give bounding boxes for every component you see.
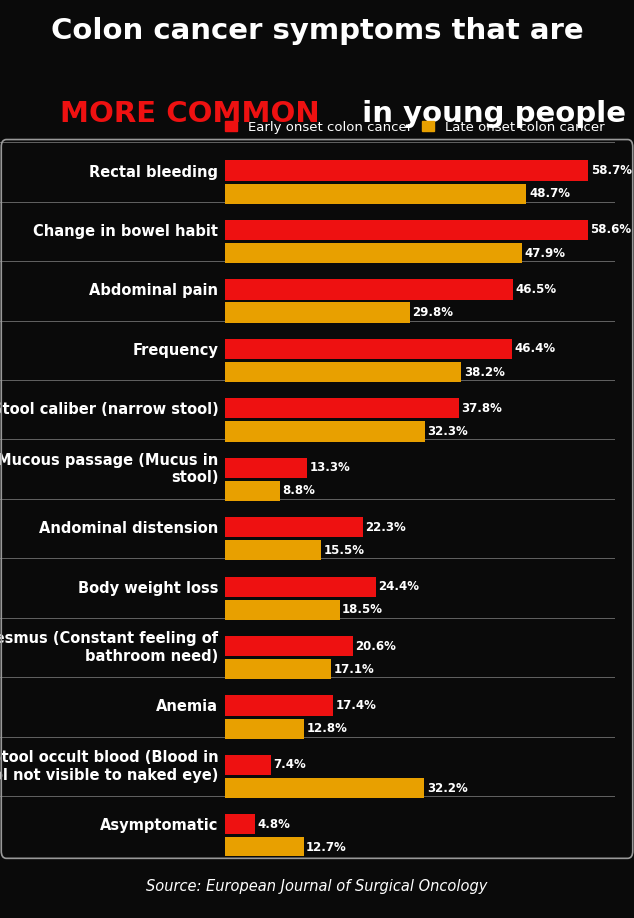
Bar (225, 362, 462, 382)
Text: in young people: in young people (352, 100, 626, 128)
Text: Stool caliber (narrow stool): Stool caliber (narrow stool) (0, 402, 218, 418)
Bar (225, 339, 512, 359)
Text: 12.8%: 12.8% (307, 722, 347, 735)
Text: 58.6%: 58.6% (590, 223, 631, 237)
Text: MORE COMMON: MORE COMMON (60, 100, 320, 128)
Text: 46.5%: 46.5% (515, 283, 557, 296)
Text: 20.6%: 20.6% (355, 640, 396, 653)
Text: 47.9%: 47.9% (524, 247, 565, 260)
Bar (225, 814, 255, 834)
Bar (225, 837, 304, 857)
Text: 22.3%: 22.3% (366, 521, 406, 533)
Text: Colon cancer symptoms that are: Colon cancer symptoms that are (51, 17, 583, 45)
Text: 48.7%: 48.7% (529, 187, 570, 200)
Text: Body weight loss: Body weight loss (78, 580, 218, 596)
Bar (225, 599, 340, 620)
Bar (225, 719, 304, 739)
Text: 29.8%: 29.8% (412, 306, 453, 319)
Bar (225, 695, 333, 716)
Text: 37.8%: 37.8% (462, 402, 502, 415)
Text: 17.1%: 17.1% (333, 663, 374, 676)
Bar (225, 577, 376, 597)
Bar (225, 481, 280, 501)
Bar (225, 161, 588, 181)
Text: Frequency: Frequency (133, 342, 218, 358)
Text: Abdominal pain: Abdominal pain (89, 284, 218, 298)
Bar (225, 184, 526, 204)
Bar (225, 636, 353, 656)
Bar (225, 303, 410, 323)
Text: 13.3%: 13.3% (310, 461, 351, 475)
Bar (225, 755, 271, 775)
Text: 32.3%: 32.3% (427, 425, 468, 438)
Text: Anemia: Anemia (157, 700, 218, 714)
Text: Source: European Journal of Surgical Oncology: Source: European Journal of Surgical Onc… (146, 879, 488, 894)
Bar (225, 279, 513, 299)
Bar (225, 457, 307, 478)
Text: 18.5%: 18.5% (342, 603, 383, 616)
Text: Tenesmus (Constant feeling of
bathroom need): Tenesmus (Constant feeling of bathroom n… (0, 632, 218, 664)
Text: Asymptomatic: Asymptomatic (100, 818, 218, 834)
Text: Change in bowel habit: Change in bowel habit (34, 224, 218, 239)
Text: 7.4%: 7.4% (273, 758, 306, 771)
Bar (225, 398, 459, 419)
Text: 58.7%: 58.7% (591, 164, 632, 177)
Text: 38.2%: 38.2% (464, 365, 505, 378)
Text: Mucous passage (Mucus in
stool): Mucous passage (Mucus in stool) (0, 453, 218, 486)
Bar (225, 243, 522, 263)
Text: MORE COMMON in young people: MORE COMMON in young people (50, 100, 584, 128)
Text: 4.8%: 4.8% (257, 818, 290, 831)
Legend: Early onset colon cancer, Late onset colon cancer: Early onset colon cancer, Late onset col… (221, 117, 609, 138)
Bar (225, 219, 588, 241)
Text: 12.7%: 12.7% (306, 841, 347, 854)
Text: 46.4%: 46.4% (515, 342, 556, 355)
Bar (225, 541, 321, 561)
Text: 32.2%: 32.2% (427, 781, 468, 795)
Bar (225, 659, 331, 679)
Bar (225, 421, 425, 442)
Bar (225, 517, 363, 537)
Text: 24.4%: 24.4% (378, 580, 420, 593)
Text: 17.4%: 17.4% (335, 699, 376, 712)
Text: Stool occult blood (Blood in
stool not visible to naked eye): Stool occult blood (Blood in stool not v… (0, 750, 218, 783)
Bar (225, 778, 424, 799)
Text: Rectal bleeding: Rectal bleeding (89, 164, 218, 180)
Text: 15.5%: 15.5% (323, 543, 365, 557)
Text: 8.8%: 8.8% (282, 485, 315, 498)
Text: Andominal distension: Andominal distension (39, 521, 218, 536)
